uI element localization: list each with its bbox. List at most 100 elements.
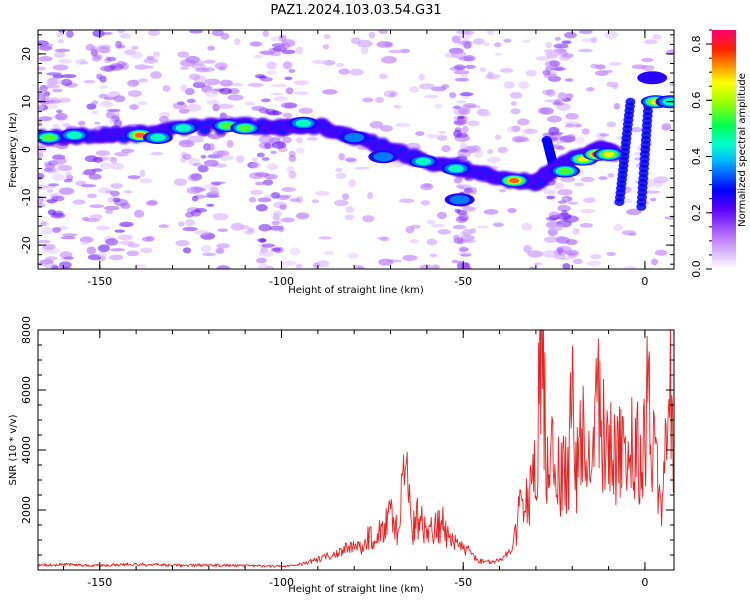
noise-speckle — [197, 165, 209, 173]
noise-speckle — [249, 172, 264, 180]
noise-speckle — [57, 165, 73, 172]
noise-speckle — [91, 168, 103, 172]
noise-speckle — [429, 253, 437, 258]
noise-speckle — [258, 223, 272, 232]
noise-speckle — [376, 41, 393, 48]
noise-speckle — [49, 158, 66, 167]
noise-speckle — [54, 48, 71, 53]
noise-speckle — [334, 199, 349, 207]
noise-speckle — [261, 243, 276, 248]
noise-speckle — [565, 78, 574, 82]
y-tick-label: -10 — [20, 188, 33, 206]
spectral-peak — [550, 164, 580, 178]
colorbar-gradient — [712, 30, 736, 269]
noise-speckle — [110, 190, 120, 197]
noise-speckle — [59, 251, 73, 259]
noise-speckle — [449, 92, 457, 99]
noise-speckle — [379, 125, 393, 132]
noise-speckle — [438, 130, 447, 135]
noise-speckle — [38, 104, 44, 111]
noise-speckle — [95, 225, 111, 231]
snr-x-ticks: -150 -100 -50 0 — [62, 330, 648, 589]
noise-speckle — [418, 73, 426, 81]
noise-speckle — [100, 162, 112, 170]
noise-speckle — [378, 258, 394, 266]
noise-speckle — [630, 127, 643, 133]
noise-speckle — [436, 211, 447, 220]
noise-speckle — [402, 254, 418, 261]
colorbar-tick-label: 0.2 — [690, 204, 703, 222]
chart-title: PAZ1.2024.103.03.54.G31 — [270, 3, 441, 18]
snr-series-line — [38, 330, 674, 568]
noise-speckle — [57, 39, 64, 44]
noise-speckle — [117, 44, 126, 49]
colorbar-ticks: 0.0 0.2 0.4 0.6 0.8 — [690, 29, 712, 278]
noise-speckle — [92, 156, 103, 163]
noise-speckle — [335, 167, 343, 173]
noise-speckle — [172, 102, 187, 110]
noise-speckle — [201, 67, 216, 72]
noise-speckle — [546, 195, 556, 200]
noise-speckle — [452, 224, 466, 230]
noise-speckle — [96, 73, 103, 80]
noise-speckle — [189, 30, 203, 34]
spectrogram-x-label: Height of straight line (km) — [288, 285, 424, 296]
noise-speckle — [216, 243, 230, 249]
noise-speckle — [182, 153, 192, 160]
noise-speckle — [285, 87, 294, 95]
y-tick-label: 0 — [20, 146, 33, 153]
spectral-peak — [593, 147, 624, 161]
noise-speckle — [271, 36, 282, 42]
noise-speckle — [420, 183, 434, 191]
noise-speckle — [357, 39, 373, 48]
noise-speckle — [549, 60, 561, 68]
noise-speckle — [604, 30, 618, 39]
noise-speckle — [117, 234, 133, 241]
noise-speckle — [479, 67, 487, 73]
spectral-peak — [499, 174, 530, 188]
noise-speckle — [123, 190, 133, 194]
noise-speckle — [493, 222, 504, 227]
x-tick-label: -100 — [269, 275, 294, 288]
noise-speckle — [420, 200, 430, 206]
noise-speckle — [378, 73, 388, 80]
spectrogram-x-ticks: -150 -100 -50 0 — [62, 30, 648, 288]
noise-speckle — [453, 118, 467, 126]
noise-speckle — [507, 126, 514, 133]
noise-speckle — [510, 101, 517, 106]
noise-speckle — [608, 62, 623, 66]
noise-speckle — [54, 51, 66, 59]
noise-speckle — [112, 111, 120, 117]
noise-speckle — [282, 136, 292, 144]
noise-speckle — [114, 229, 126, 233]
noise-speckle — [318, 236, 333, 240]
noise-speckle — [459, 92, 474, 97]
noise-speckle — [81, 184, 97, 188]
noise-speckle — [217, 103, 234, 110]
noise-speckle — [503, 38, 512, 43]
noise-speckle — [641, 57, 654, 62]
noise-speckle — [458, 213, 469, 222]
snr-y-ticks: 2000 4000 6000 8000 — [20, 316, 674, 571]
noise-speckle — [565, 239, 578, 246]
noise-speckle — [545, 41, 553, 49]
noise-speckle — [58, 58, 73, 64]
noise-speckle — [202, 252, 216, 257]
x-tick-label: -50 — [454, 576, 472, 589]
noise-speckle — [282, 112, 293, 118]
noise-speckle — [258, 250, 274, 257]
noise-speckle — [338, 153, 346, 161]
noise-speckle — [150, 151, 164, 156]
noise-speckle — [322, 44, 330, 50]
noise-speckle — [38, 122, 43, 127]
noise-speckle — [256, 257, 267, 264]
noise-speckle — [264, 194, 273, 199]
noise-speckle — [88, 173, 102, 180]
noise-speckle — [60, 236, 76, 240]
noise-speckle — [323, 34, 331, 40]
noise-speckle — [139, 169, 146, 177]
noise-speckle — [254, 181, 265, 186]
noise-speckle — [91, 55, 102, 62]
noise-speckle — [94, 121, 101, 125]
